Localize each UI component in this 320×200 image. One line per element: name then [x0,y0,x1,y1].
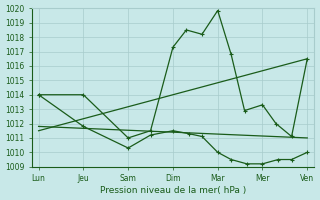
X-axis label: Pression niveau de la mer( hPa ): Pression niveau de la mer( hPa ) [100,186,246,195]
